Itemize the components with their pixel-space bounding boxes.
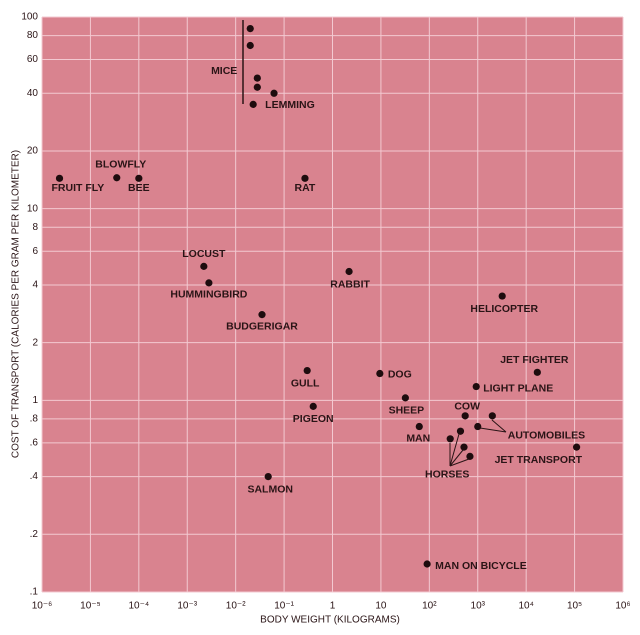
point <box>376 369 384 378</box>
point-label: PIGEON <box>293 413 334 425</box>
x-tick-label: 10⁻² <box>226 601 246 612</box>
point-label: MAN ON BICYCLE <box>435 560 527 572</box>
arrows <box>449 419 507 467</box>
point-label: BUDGERIGAR <box>226 320 298 332</box>
point <box>249 100 257 108</box>
point <box>200 262 208 270</box>
y-tick-label: 100 <box>21 12 38 23</box>
point-label: COW <box>454 401 480 413</box>
x-tick-label: 10⁵ <box>567 601 582 612</box>
point <box>446 435 454 443</box>
point <box>460 443 468 451</box>
point <box>246 41 254 50</box>
y-tick-label: 40 <box>27 88 39 99</box>
point-label: LIGHT PLANE <box>483 382 553 394</box>
grid <box>41 16 624 593</box>
y-tick-label: 80 <box>27 30 39 41</box>
point-label: BLOWFLY <box>95 159 146 171</box>
y-tick-label: .4 <box>30 471 39 482</box>
point <box>498 292 506 300</box>
point <box>258 311 266 319</box>
point <box>456 427 465 435</box>
point-label: HUMMINGBIRD <box>170 289 247 301</box>
y-tick-label: 2 <box>32 337 38 348</box>
y-tick-label: 10 <box>27 203 39 214</box>
point <box>205 279 213 287</box>
x-tick-label: 1 <box>330 601 336 612</box>
point <box>401 394 409 402</box>
x-tick-label: 10⁶ <box>615 601 630 612</box>
point <box>488 412 496 420</box>
point-label: JET FIGHTER <box>500 354 569 366</box>
x-tick-label: 10² <box>422 601 437 612</box>
point-label: LEMMING <box>265 99 315 111</box>
y-axis-title: COST OF TRANSPORT (CALORIES PER GRAM PER… <box>11 150 22 458</box>
point <box>533 368 541 376</box>
x-tick-label: 10⁻⁴ <box>128 601 149 612</box>
point <box>572 443 581 451</box>
point-label: RABBIT <box>330 278 370 290</box>
point <box>345 267 353 276</box>
point-label: RAT <box>295 182 316 194</box>
point <box>55 174 64 182</box>
x-axis-title: BODY WEIGHT (KILOGRAMS) <box>260 615 400 626</box>
point <box>472 382 480 391</box>
point-label: MICE <box>211 65 237 77</box>
point <box>264 473 272 481</box>
point <box>246 24 254 33</box>
point-label: AUTOMOBILES <box>508 429 585 441</box>
point <box>474 422 482 431</box>
x-tick-label: 10⁻⁶ <box>32 601 53 612</box>
y-tick-label: .1 <box>30 587 39 598</box>
point <box>113 174 121 182</box>
point-label: LOCUST <box>182 248 226 260</box>
point <box>461 412 469 420</box>
y-tick-label: 20 <box>27 146 39 157</box>
y-tick-label: 60 <box>27 54 39 65</box>
y-tick-label: 8 <box>32 222 38 233</box>
point <box>309 402 317 410</box>
point <box>253 74 261 82</box>
y-tick-label: 4 <box>32 280 38 291</box>
point <box>270 89 278 97</box>
y-tick-label: .6 <box>30 437 39 448</box>
horse-arrows <box>449 433 470 467</box>
point-label: HELICOPTER <box>470 303 538 315</box>
y-tick-label: .8 <box>30 414 39 425</box>
point <box>303 366 311 375</box>
y-tick-label: 6 <box>32 246 38 257</box>
point <box>466 452 474 460</box>
point-label: MAN <box>406 432 430 444</box>
point-label: FRUIT FLY <box>52 182 105 194</box>
x-tick-label: 10⁻³ <box>177 601 197 612</box>
point <box>253 83 261 91</box>
point <box>415 422 423 431</box>
point-label: DOG <box>388 368 412 380</box>
x-tick-label: 10³ <box>471 601 486 612</box>
point <box>301 174 309 182</box>
point-label: JET TRANSPORT <box>495 454 583 466</box>
x-tick-label: 10⁻¹ <box>274 601 294 612</box>
point-label: GULL <box>291 377 320 389</box>
y-tick-label: .2 <box>30 529 39 540</box>
point <box>135 174 143 182</box>
x-tick-label: 10 <box>375 601 387 612</box>
point-label: SALMON <box>247 483 293 495</box>
x-tick-label: 10⁴ <box>518 601 533 612</box>
point <box>423 560 431 568</box>
point-label: BEE <box>128 182 150 194</box>
x-tick-label: 10⁻⁵ <box>80 601 101 612</box>
automobile-arrows <box>479 419 507 433</box>
y-tick-label: 1 <box>32 395 38 406</box>
point-label: HORSES <box>425 469 469 481</box>
point-label: SHEEP <box>389 405 425 417</box>
